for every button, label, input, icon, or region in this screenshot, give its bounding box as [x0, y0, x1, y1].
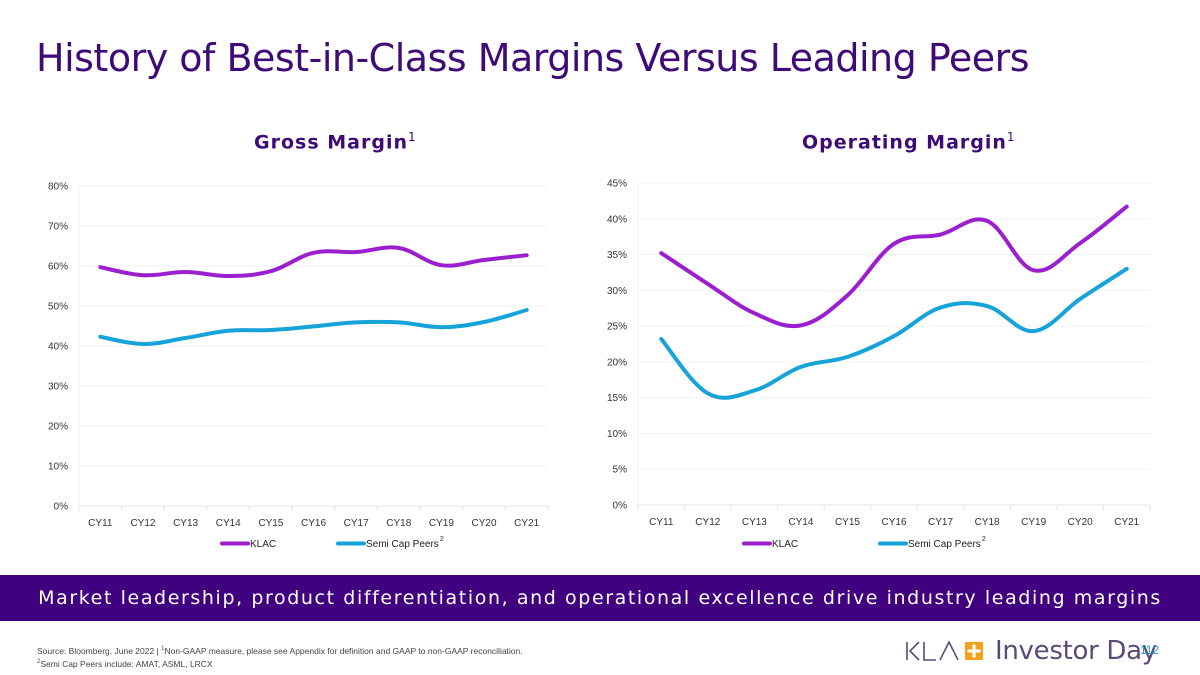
- y-tick-label: 15%: [607, 393, 627, 404]
- x-tick-label: CY19: [429, 518, 454, 529]
- operating-margin-chart-title: Operating Margin1: [802, 130, 1015, 153]
- footnote-source: Source: Bloomberg, June 2022 | 1Non-GAAP…: [37, 646, 523, 656]
- x-tick-label: CY13: [742, 517, 767, 528]
- kla-investor-day-logo: Investor Day: [905, 636, 1157, 666]
- x-tick-label: CY15: [835, 517, 860, 528]
- page-number: 112: [1140, 643, 1160, 657]
- legend-label-sup: 2: [982, 536, 986, 543]
- x-tick-label: CY11: [88, 518, 113, 529]
- x-tick-label: CY15: [258, 518, 283, 529]
- x-tick-label: CY17: [344, 518, 369, 529]
- series-line-klac: [98, 245, 529, 279]
- operating-margin-title-text: Operating Margin: [802, 131, 1007, 154]
- y-tick-label: 0%: [613, 501, 628, 512]
- footnote-sup-2: 2: [37, 659, 41, 666]
- gross-margin-chart-title: Gross Margin1: [254, 130, 416, 153]
- y-tick-label: 40%: [48, 342, 68, 353]
- y-tick-label: 20%: [48, 422, 68, 433]
- key-message-banner: Market leadership, product differentiati…: [0, 575, 1200, 621]
- gross-margin-chart: 0% 10% 20% 30% 40% 50% 60% 70% 80% CY11 CY12 CY13 CY…: [48, 182, 549, 550]
- x-tick-label: CY20: [472, 518, 497, 529]
- x-tick-label: CY19: [1021, 517, 1046, 528]
- gross-margin-title-text: Gross Margin: [254, 131, 408, 154]
- x-tick-label: CY14: [788, 517, 813, 528]
- x-tick-label: CY12: [695, 517, 720, 528]
- footnote-peers: 2Semi Cap Peers include: AMAT, ASML, LRC…: [37, 659, 213, 669]
- y-tick-label: 50%: [48, 302, 68, 313]
- footnote-sup-1: 1: [161, 646, 165, 653]
- legend-label: Semi Cap Peers: [366, 539, 439, 550]
- series-line-semi-cap-peers: [659, 266, 1129, 400]
- operating-margin-chart: 0% 5% 10% 15% 20% 25% 30% 35% 40% 45% CY11 CY12 CY13…: [607, 179, 1151, 550]
- operating-margin-title-sup: 1: [1006, 130, 1015, 144]
- x-tick-label: CY12: [130, 518, 155, 529]
- y-tick-label: 5%: [613, 465, 628, 476]
- legend-label: KLAC: [250, 539, 276, 550]
- y-tick-label: 70%: [48, 222, 68, 233]
- y-tick-label: 25%: [607, 322, 627, 333]
- series-line-klac: [659, 204, 1129, 329]
- footnote-non-gaap-text: Non-GAAP measure, please see Appendix fo…: [164, 646, 523, 656]
- y-tick-label: 0%: [54, 502, 69, 513]
- y-tick-label: 40%: [607, 214, 627, 225]
- y-tick-label: 45%: [607, 179, 627, 190]
- logo-event-text: Investor Day: [995, 636, 1157, 666]
- y-tick-label: 60%: [48, 262, 68, 273]
- legend-label: KLAC: [772, 539, 798, 550]
- y-tick-label: 10%: [607, 429, 627, 440]
- y-tick-label: 35%: [607, 250, 627, 261]
- x-tick-label: CY16: [301, 518, 326, 529]
- x-tick-label: CY11: [649, 517, 674, 528]
- x-tick-label: CY13: [173, 518, 198, 529]
- y-tick-label: 20%: [607, 357, 627, 368]
- series-line-semi-cap-peers: [98, 308, 529, 347]
- y-tick-label: 80%: [48, 182, 68, 193]
- gross-margin-title-sup: 1: [408, 130, 416, 144]
- x-tick-label: CY16: [881, 517, 906, 528]
- y-tick-label: 10%: [48, 462, 68, 473]
- x-tick-label: CY20: [1068, 517, 1093, 528]
- kla-logo-icon: [906, 640, 983, 661]
- footnote-peers-text: Semi Cap Peers include: AMAT, ASML, LRCX: [40, 659, 213, 669]
- x-tick-label: CY14: [216, 518, 241, 529]
- legend-label-sup: 2: [440, 536, 444, 543]
- x-tick-label: CY17: [928, 517, 953, 528]
- y-tick-label: 30%: [48, 382, 68, 393]
- x-tick-label: CY18: [975, 517, 1000, 528]
- x-tick-label: CY18: [386, 518, 411, 529]
- slide-title: History of Best-in-Class Margins Versus …: [36, 36, 1030, 80]
- y-tick-label: 30%: [607, 286, 627, 297]
- x-tick-label: CY21: [514, 518, 539, 529]
- x-tick-label: CY21: [1114, 517, 1139, 528]
- footnote-source-text: Source: Bloomberg, June 2022 |: [37, 646, 162, 656]
- legend-label: Semi Cap Peers: [908, 539, 981, 550]
